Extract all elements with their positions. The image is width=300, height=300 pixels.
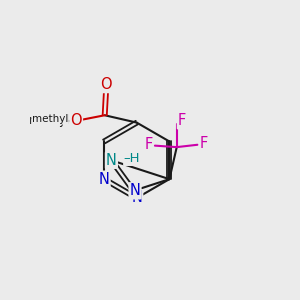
Text: N: N [106, 153, 117, 168]
Text: N: N [131, 190, 142, 206]
Text: –H: –H [124, 152, 140, 165]
Text: F: F [144, 137, 152, 152]
Text: N: N [130, 183, 140, 198]
Text: methyl: methyl [32, 114, 68, 124]
Text: O: O [70, 113, 82, 128]
Text: N: N [99, 172, 110, 187]
Text: methyl: methyl [29, 114, 70, 127]
Text: F: F [178, 113, 186, 128]
Text: O: O [100, 77, 112, 92]
Text: F: F [200, 136, 208, 151]
